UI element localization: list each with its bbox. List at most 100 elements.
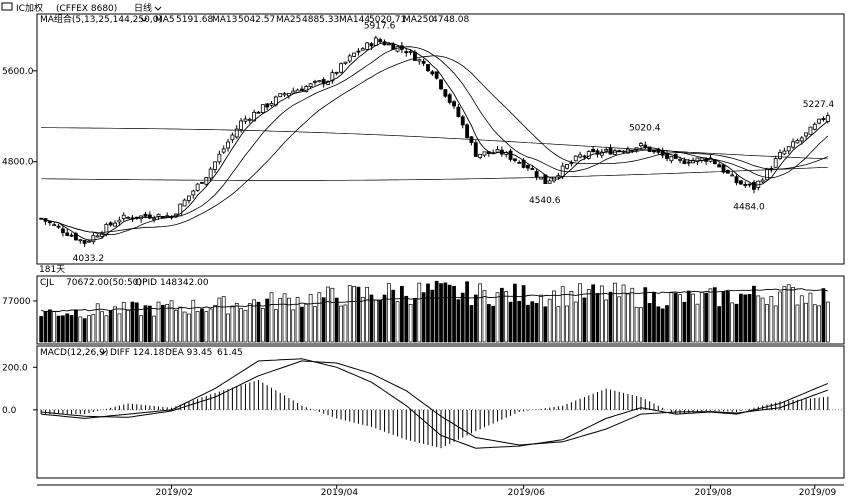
price-tick-label: 5600.0 bbox=[2, 67, 34, 77]
candle-body bbox=[804, 132, 809, 137]
ma13-number: 5042.57 bbox=[238, 15, 275, 25]
candle-body bbox=[791, 141, 795, 148]
volume-bar bbox=[430, 289, 435, 343]
chevron-down-icon[interactable] bbox=[99, 350, 107, 355]
candle-body bbox=[226, 141, 230, 149]
volume-bar bbox=[169, 300, 174, 343]
price-annotation: 4484.0 bbox=[733, 203, 765, 213]
candle-body bbox=[508, 150, 513, 160]
candle-body bbox=[812, 123, 817, 130]
candle-body bbox=[825, 115, 830, 122]
candle-body bbox=[512, 158, 517, 161]
candle-body bbox=[734, 176, 739, 184]
volume-bar bbox=[812, 304, 817, 343]
candle-body bbox=[282, 93, 287, 96]
volume-bar bbox=[43, 311, 48, 343]
volume-bar bbox=[695, 303, 700, 343]
candle-body bbox=[482, 151, 487, 156]
candle-body bbox=[143, 213, 148, 217]
candle-body bbox=[752, 182, 756, 190]
candle-body bbox=[369, 43, 374, 47]
candle-body bbox=[417, 59, 422, 62]
volume-bar bbox=[673, 292, 678, 343]
volume-bar bbox=[104, 315, 109, 343]
candle-body bbox=[204, 177, 209, 185]
volume-bar bbox=[400, 286, 404, 343]
volume-bar bbox=[439, 283, 443, 343]
candle-body bbox=[352, 52, 357, 57]
volume-bar bbox=[608, 291, 613, 343]
axis-labels: 4800.0 5600.0 77000 0.0 200.0 2019/02 2019/04 2… bbox=[2, 67, 836, 498]
candle-body bbox=[395, 46, 400, 52]
volume-bar bbox=[117, 313, 122, 343]
main-panel-frame bbox=[36, 13, 845, 265]
ma144-number: 5020.71 bbox=[369, 15, 406, 25]
candle-body bbox=[121, 214, 126, 219]
candle-body bbox=[221, 148, 226, 153]
macd-label: MACD(12,26,9) bbox=[40, 348, 108, 358]
volume-bar bbox=[617, 296, 622, 343]
candle-body bbox=[60, 228, 65, 234]
candle-body bbox=[565, 164, 569, 169]
volume-bar bbox=[108, 310, 113, 343]
candle-body bbox=[586, 151, 591, 159]
volume-bar bbox=[121, 301, 126, 343]
candle-body bbox=[182, 199, 187, 207]
candle-body bbox=[517, 161, 522, 164]
volume-bar bbox=[208, 308, 213, 343]
volume-bar bbox=[130, 301, 135, 343]
volume-bar bbox=[521, 285, 526, 343]
candle-body bbox=[82, 239, 87, 244]
candle-body bbox=[91, 235, 96, 243]
volume-bar bbox=[599, 285, 604, 343]
ma5-line bbox=[41, 42, 829, 241]
volume-bar bbox=[660, 308, 665, 343]
volume-bar bbox=[178, 306, 183, 343]
candle-body bbox=[686, 161, 691, 164]
candle-body bbox=[356, 50, 361, 53]
candle-body bbox=[291, 90, 296, 94]
volume-bar bbox=[786, 284, 791, 343]
volume-bar bbox=[486, 304, 491, 343]
candle-body bbox=[456, 106, 461, 117]
volume-bar bbox=[643, 287, 648, 343]
candle-body bbox=[795, 140, 800, 144]
chevron-down-icon[interactable] bbox=[154, 6, 162, 11]
volume-bar bbox=[304, 303, 309, 343]
volume-bar bbox=[773, 305, 778, 343]
volume-bar bbox=[534, 303, 539, 343]
volume-bar bbox=[639, 307, 643, 343]
candle-body bbox=[217, 153, 222, 163]
period-selector[interactable]: 日线 bbox=[134, 2, 152, 14]
volume-bar bbox=[699, 291, 704, 343]
volume-bar bbox=[530, 301, 535, 343]
candle-body bbox=[339, 63, 343, 73]
volume-panel-header: CJL 70672.00(50:50) OPID 148342.00 bbox=[40, 278, 209, 288]
volume-bar bbox=[708, 288, 713, 343]
ma-indicator-label[interactable]: MA组合(5,13,25,144,250,0) bbox=[40, 13, 162, 25]
candle-body bbox=[334, 71, 339, 74]
candle-body bbox=[778, 152, 782, 159]
chevron-down-icon[interactable] bbox=[140, 17, 148, 22]
time-tick-label: 2019/09 bbox=[799, 488, 837, 498]
candle-body bbox=[260, 104, 265, 113]
candle-body bbox=[786, 146, 791, 152]
volume-bar bbox=[317, 292, 322, 343]
volume-bar bbox=[621, 284, 626, 343]
volume-bar bbox=[825, 301, 830, 343]
candle-body bbox=[391, 43, 396, 50]
volume-bar bbox=[491, 305, 496, 343]
candle-body bbox=[386, 43, 391, 46]
candle-body bbox=[256, 111, 261, 114]
volume-bar bbox=[313, 306, 317, 343]
volume-bar bbox=[282, 293, 287, 343]
volume-bar bbox=[604, 299, 609, 343]
volume-bar bbox=[465, 281, 469, 343]
volume-bar bbox=[239, 308, 243, 343]
candle-body bbox=[526, 164, 530, 169]
candle-body bbox=[321, 79, 326, 85]
title-bar: IC加权 (CFFEX 8680) 日线 bbox=[1, 2, 162, 14]
ma13-line bbox=[41, 46, 829, 235]
volume-bar bbox=[743, 294, 748, 343]
volume-bar bbox=[747, 294, 752, 343]
